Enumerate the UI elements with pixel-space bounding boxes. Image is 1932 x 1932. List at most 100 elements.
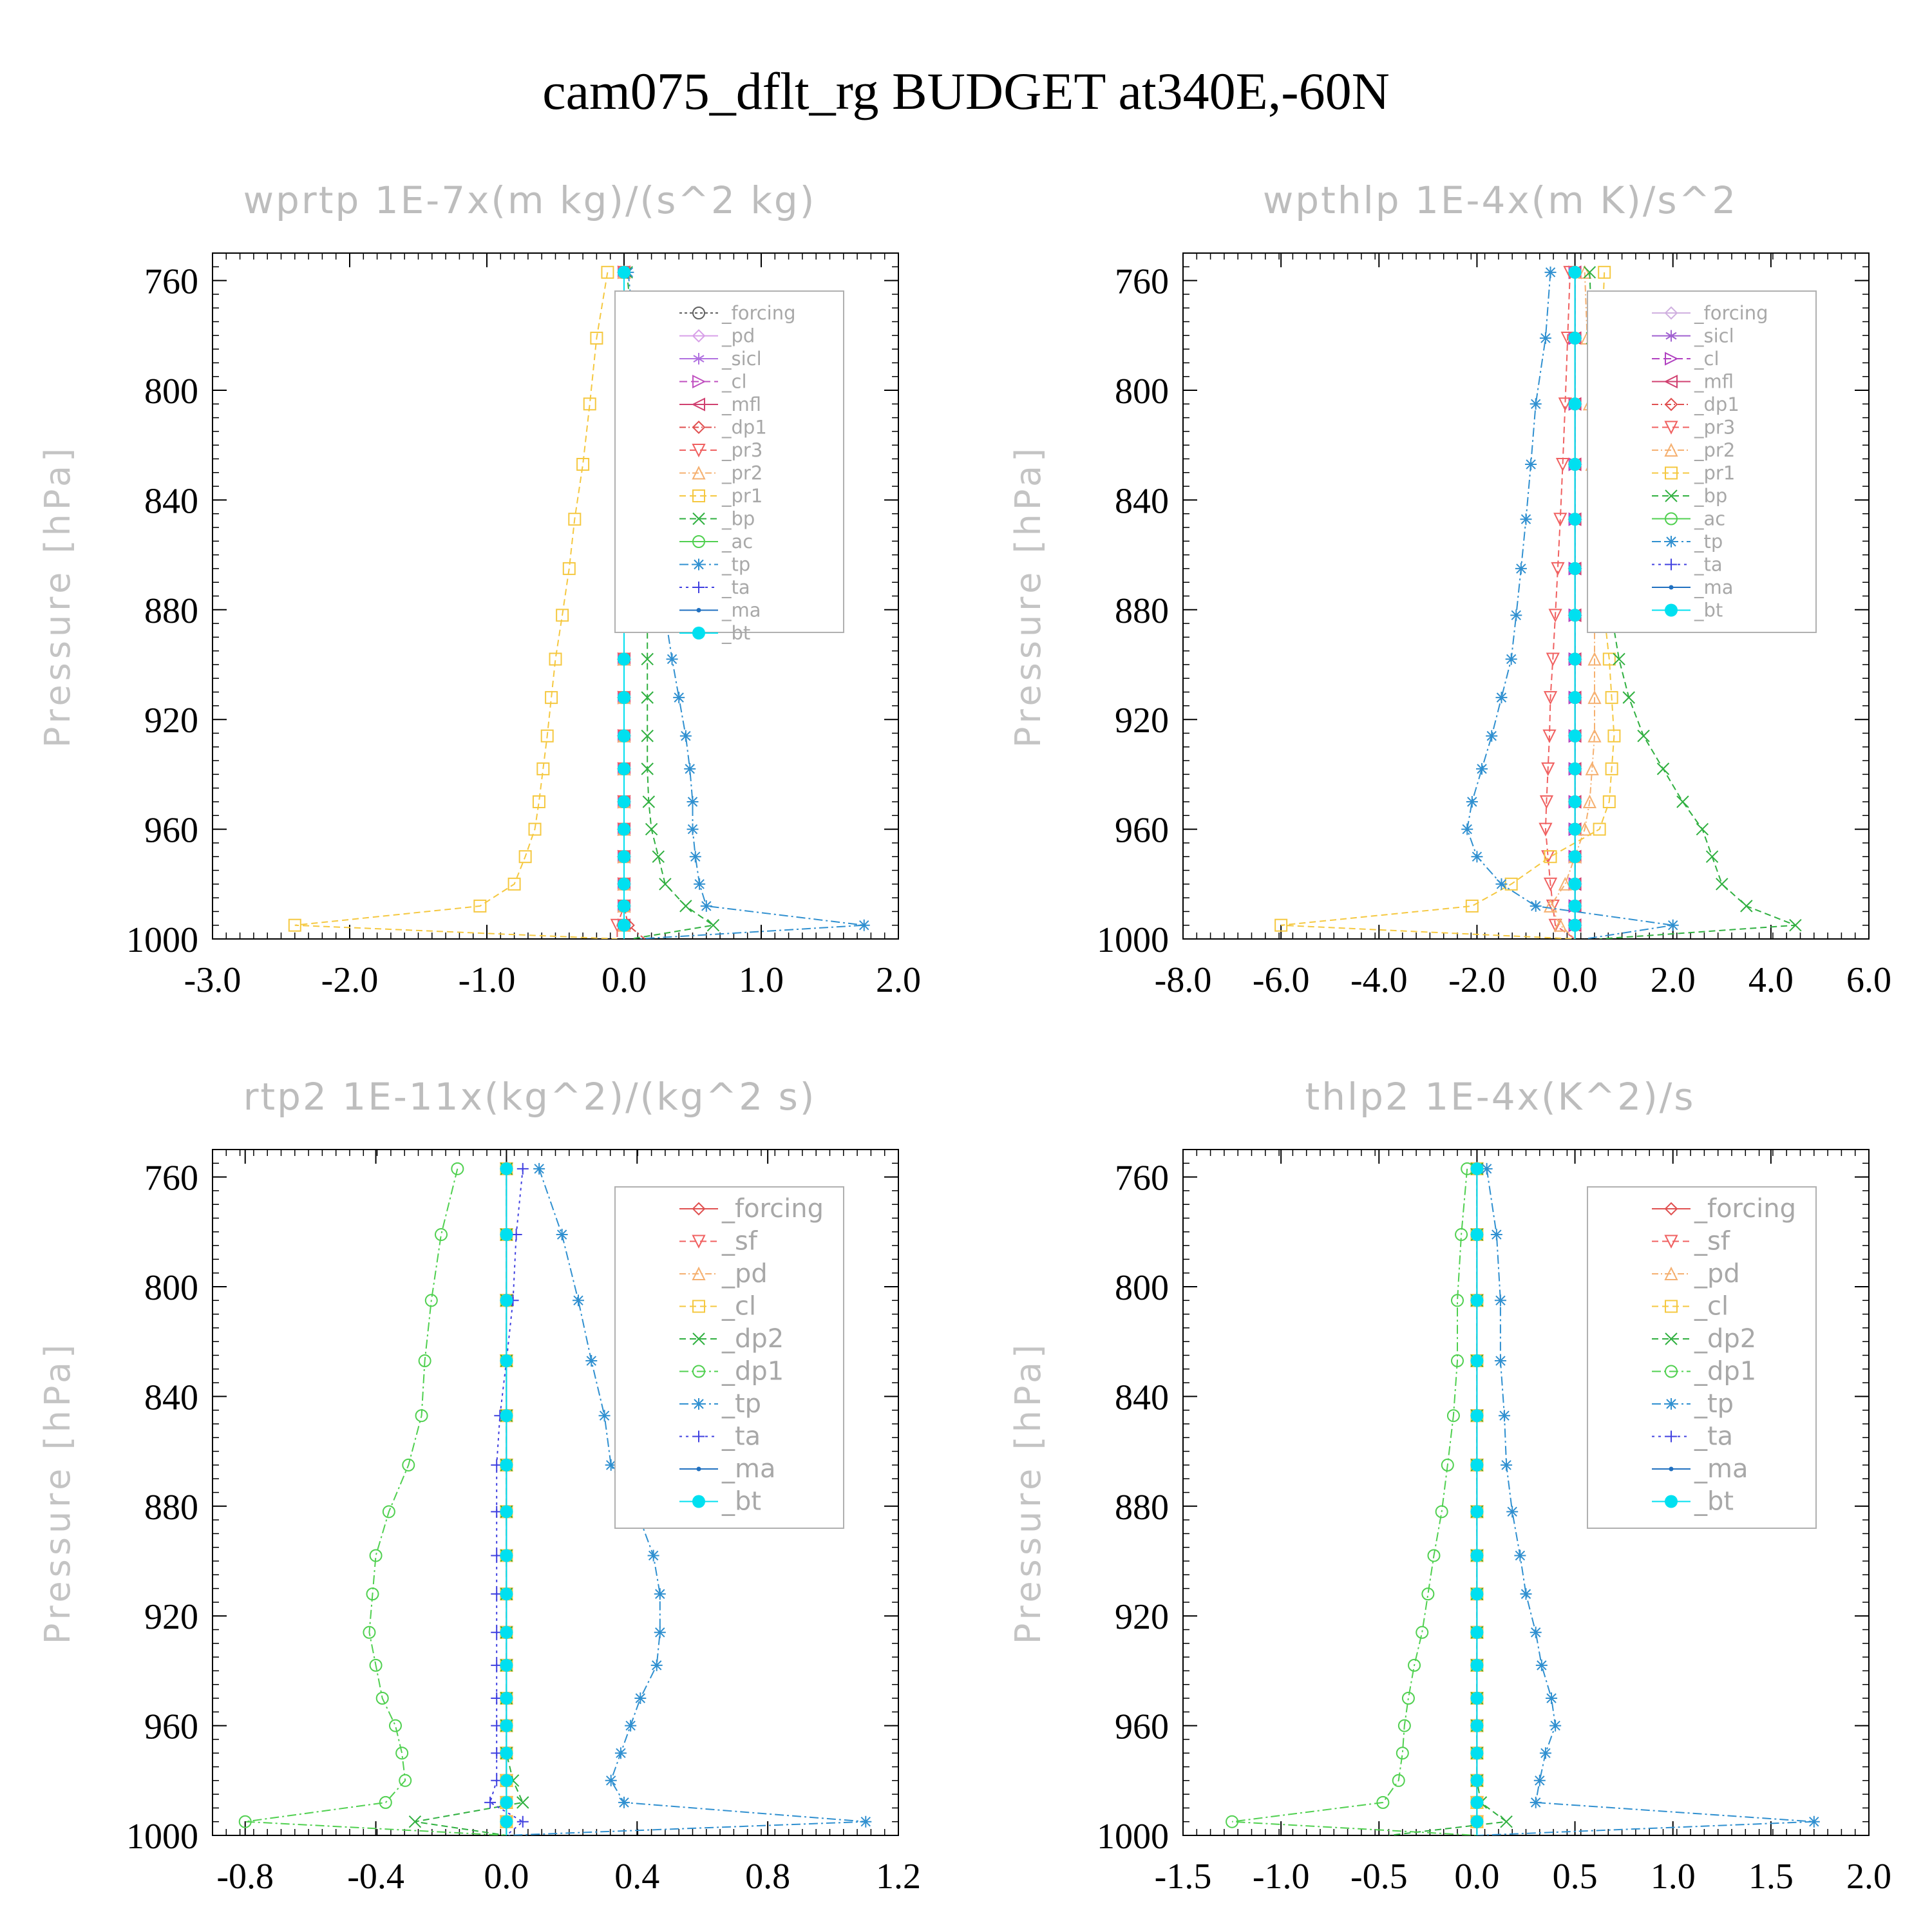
- series-linetp: [1466, 272, 1673, 939]
- y-tick-label: 840: [1115, 481, 1169, 521]
- data-pointbt: [1470, 1692, 1484, 1705]
- data-pointtp: [1476, 762, 1488, 775]
- data-pointpr1: [1602, 795, 1616, 808]
- legend-marker: [692, 512, 705, 526]
- legend-label: _pr1: [1694, 462, 1735, 484]
- legend-label: _mfl: [721, 393, 761, 415]
- data-pointtp: [687, 796, 699, 808]
- data-pointpr3: [1553, 513, 1567, 527]
- series-linedp1: [1231, 1168, 1477, 1835]
- x-tick-label: 0.4: [614, 1857, 659, 1897]
- legend: _forcing_pd_sicl_cl_mfl_dp1_pr3_pr2_pr1_…: [614, 290, 844, 644]
- seriespr1: [288, 265, 618, 939]
- data-pointdp1: [1376, 1795, 1390, 1809]
- data-pointbt: [1470, 1774, 1484, 1787]
- data-pointbt: [1470, 1587, 1484, 1601]
- legend-box: [614, 1186, 844, 1529]
- y-tick-label: 800: [144, 372, 198, 412]
- data-pointpr2: [1587, 690, 1602, 705]
- data-pointpr2: [1543, 898, 1558, 913]
- data-pointdp1: [418, 1354, 431, 1368]
- panel-3: rtp2 1E-11x(kg^2)/(kg^2 s) Pressure [hPa]…: [37, 1075, 921, 1897]
- data-pointtp: [598, 1410, 611, 1422]
- data-pointbt: [618, 877, 630, 891]
- data-pointbt: [1470, 1658, 1484, 1672]
- legend-marker: [1665, 558, 1677, 571]
- legend-marker: [696, 608, 701, 612]
- data-pointtp: [1546, 1692, 1558, 1704]
- plot-area: [1226, 1161, 1820, 1835]
- data-pointpr2: [1585, 761, 1599, 775]
- data-pointtp: [1494, 1355, 1506, 1367]
- data-pointbt: [618, 729, 630, 743]
- data-pointta: [516, 1815, 529, 1828]
- data-pointdp2: [408, 1815, 422, 1828]
- data-pointtp: [1499, 1410, 1511, 1422]
- y-tick-label: 960: [144, 1707, 198, 1747]
- data-pointbp: [1716, 878, 1728, 891]
- seriesdp2: [408, 1162, 529, 1835]
- data-pointbt: [618, 265, 630, 279]
- data-pointtp: [1520, 513, 1532, 526]
- data-pointtp: [1494, 1294, 1506, 1307]
- data-pointpr1: [1544, 850, 1557, 864]
- data-pointtp: [1495, 692, 1508, 704]
- data-pointbt: [1470, 1795, 1484, 1809]
- data-pointbt: [1470, 1815, 1484, 1828]
- data-pointbt: [500, 1692, 513, 1705]
- seriesdp2: [1388, 1162, 1513, 1835]
- legend-label: _ac: [721, 531, 753, 553]
- data-pointtp: [556, 1229, 568, 1241]
- legend-marker: [693, 558, 705, 571]
- data-pointbt: [618, 691, 630, 705]
- data-pointbt: [1568, 609, 1582, 622]
- legend-label: _cl: [1694, 1292, 1728, 1321]
- data-pointpr1: [1274, 918, 1288, 932]
- y-tick-label: 960: [144, 811, 198, 851]
- data-pointdp1: [1455, 1228, 1468, 1242]
- data-pointpr1: [576, 458, 590, 471]
- data-pointdp1: [1392, 1774, 1405, 1787]
- y-axis-label: Pressure [hPa]: [37, 444, 78, 748]
- data-pointbp: [659, 878, 672, 891]
- y-tick-label: 920: [1115, 1597, 1169, 1637]
- y-axis-label: Pressure [hPa]: [1008, 1341, 1048, 1644]
- data-pointbt: [500, 1815, 513, 1828]
- data-pointtp: [1515, 562, 1527, 574]
- figure-title: cam075_dflt_rg BUDGET at340E,-60N: [542, 62, 1390, 120]
- x-tick-label: -0.4: [347, 1857, 404, 1897]
- data-pointbt: [500, 1774, 513, 1787]
- legend-label: _pd: [1694, 1259, 1740, 1289]
- data-pointpr3: [1543, 691, 1558, 705]
- data-pointbt: [1470, 1162, 1484, 1175]
- data-pointpr1: [540, 729, 554, 743]
- x-tick-label: -0.8: [216, 1857, 274, 1897]
- legend-label: _mfl: [1694, 371, 1734, 393]
- y-tick-label: 920: [1115, 701, 1169, 741]
- data-pointtp: [585, 1355, 598, 1367]
- panel-title: wprtp 1E-7x(m kg)/(s^2 kg): [243, 178, 817, 222]
- data-pointtp: [1667, 919, 1679, 931]
- data-pointbp: [1705, 850, 1719, 863]
- data-pointbt: [500, 1409, 513, 1423]
- data-pointbp: [1622, 691, 1635, 704]
- legend-marker: [692, 1332, 705, 1345]
- x-tick-label: 1.0: [1651, 1857, 1696, 1897]
- data-pointbt: [1568, 899, 1582, 913]
- data-pointdp1: [435, 1228, 448, 1242]
- data-pointbp: [641, 730, 654, 743]
- data-pointtp: [1808, 1815, 1820, 1828]
- data-pointdp1: [1396, 1747, 1409, 1760]
- legend-marker: [692, 421, 706, 434]
- data-pointtp: [1495, 878, 1508, 890]
- legend-label: _pr3: [721, 439, 762, 461]
- data-pointtp: [1530, 900, 1542, 912]
- legend-label: _ma: [1694, 1454, 1748, 1484]
- data-pointdp1: [1451, 1294, 1464, 1307]
- data-pointbt: [1568, 850, 1582, 864]
- data-pointdp1: [395, 1747, 409, 1760]
- data-pointpr1: [288, 918, 301, 932]
- seriesdp1: [1226, 1162, 1477, 1835]
- data-pointbt: [1470, 1409, 1484, 1423]
